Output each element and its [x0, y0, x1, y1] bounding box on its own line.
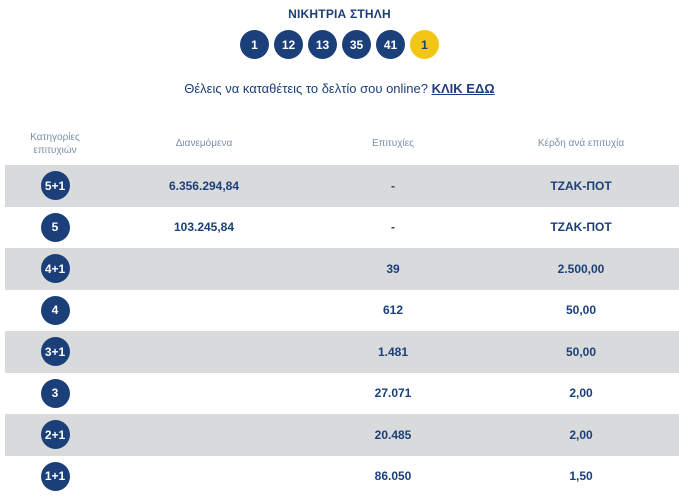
- category-badge: 2+1: [41, 420, 70, 449]
- category-badge: 4+1: [41, 254, 70, 283]
- table-row: 4 612 50,00: [5, 290, 679, 332]
- prize-value: ΤΖΑΚ-ΠΟΤ: [483, 220, 679, 234]
- prize-value: 2,00: [483, 428, 679, 442]
- prize-value: 50,00: [483, 303, 679, 317]
- header-distributed: Διανεμόμενα: [105, 137, 303, 150]
- table-row: 2+1 20.485 2,00: [5, 414, 679, 456]
- prize-table: Κατηγορίες επιτυχιών Διανεμόμενα Επιτυχί…: [5, 122, 679, 497]
- online-promo: Θέλεις να καταθέτεις το δελτίο σου onlin…: [0, 81, 679, 96]
- winning-number-ball: 13: [308, 30, 337, 59]
- category-badge: 3: [41, 379, 70, 408]
- winners-value: 1.481: [303, 345, 483, 359]
- table-row: 5 103.245,84 - ΤΖΑΚ-ΠΟΤ: [5, 207, 679, 249]
- bonus-number-ball: 1: [410, 30, 439, 59]
- distributed-value: 103.245,84: [105, 220, 303, 234]
- winners-value: 39: [303, 262, 483, 276]
- table-row: 3+1 1.481 50,00: [5, 331, 679, 373]
- prize-value: ΤΖΑΚ-ΠΟΤ: [483, 179, 679, 193]
- winning-number-ball: 12: [274, 30, 303, 59]
- category-badge: 5: [41, 213, 70, 242]
- header-category: Κατηγορίες επιτυχιών: [5, 131, 105, 157]
- winners-value: 20.485: [303, 428, 483, 442]
- header-prize: Κέρδη ανά επιτυχία: [483, 137, 679, 150]
- table-row: 1+1 86.050 1,50: [5, 456, 679, 497]
- table-row: 5+1 6.356.294,84 - ΤΖΑΚ-ΠΟΤ: [5, 165, 679, 207]
- category-badge: 1+1: [41, 462, 70, 491]
- promo-text: Θέλεις να καταθέτεις το δελτίο σου onlin…: [184, 81, 431, 96]
- prize-value: 2.500,00: [483, 262, 679, 276]
- winning-column-title: ΝΙΚΗΤΡΙΑ ΣΤΗΛΗ: [0, 7, 679, 21]
- distributed-value: 6.356.294,84: [105, 179, 303, 193]
- category-badge: 3+1: [41, 337, 70, 366]
- winners-value: -: [303, 220, 483, 234]
- category-badge: 4: [41, 296, 70, 325]
- winners-value: -: [303, 179, 483, 193]
- table-row: 3 27.071 2,00: [5, 373, 679, 415]
- prize-value: 1,50: [483, 469, 679, 483]
- winning-numbers: 1 12 13 35 41 1: [0, 30, 679, 59]
- header-category-line1: Κατηγορίες: [30, 131, 80, 144]
- winning-number-ball: 35: [342, 30, 371, 59]
- header-category-line2: επιτυχιών: [33, 144, 76, 157]
- winners-value: 612: [303, 303, 483, 317]
- prize-value: 2,00: [483, 386, 679, 400]
- click-here-link[interactable]: ΚΛΙΚ ΕΔΩ: [432, 81, 495, 96]
- table-header: Κατηγορίες επιτυχιών Διανεμόμενα Επιτυχί…: [5, 122, 679, 165]
- winners-value: 86.050: [303, 469, 483, 483]
- table-row: 4+1 39 2.500,00: [5, 248, 679, 290]
- winning-number-ball: 1: [240, 30, 269, 59]
- category-badge: 5+1: [41, 171, 70, 200]
- winners-value: 27.071: [303, 386, 483, 400]
- prize-value: 50,00: [483, 345, 679, 359]
- header-winners: Επιτυχίες: [303, 137, 483, 150]
- winning-number-ball: 41: [376, 30, 405, 59]
